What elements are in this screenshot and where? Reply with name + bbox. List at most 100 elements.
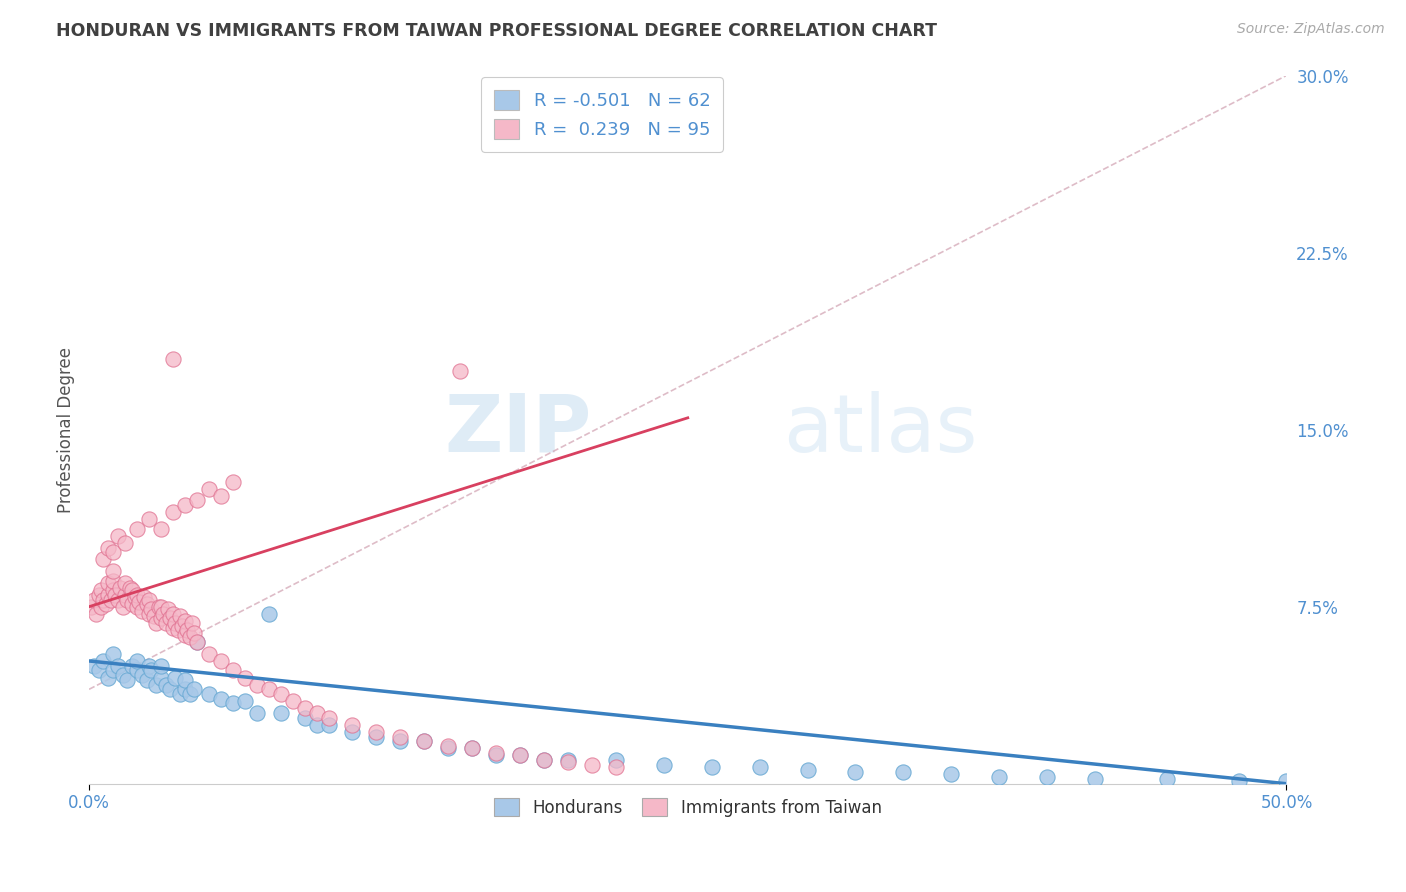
Point — [97, 576, 120, 591]
Point — [125, 599, 148, 614]
Point — [149, 671, 172, 685]
Point — [155, 677, 177, 691]
Point — [533, 753, 555, 767]
Point — [748, 760, 770, 774]
Point — [87, 588, 110, 602]
Point — [149, 611, 172, 625]
Point — [121, 658, 143, 673]
Point — [209, 489, 232, 503]
Point — [533, 753, 555, 767]
Point — [222, 664, 245, 678]
Point — [796, 763, 818, 777]
Point — [270, 687, 292, 701]
Point — [173, 614, 195, 628]
Point — [138, 607, 160, 621]
Point — [101, 583, 124, 598]
Point — [162, 505, 184, 519]
Point — [209, 654, 232, 668]
Point — [142, 609, 165, 624]
Point — [125, 522, 148, 536]
Point — [90, 583, 112, 598]
Point — [173, 682, 195, 697]
Point — [186, 635, 208, 649]
Point — [246, 706, 269, 720]
Point — [485, 748, 508, 763]
Point — [101, 574, 124, 588]
Point — [125, 588, 148, 602]
Point — [159, 611, 181, 625]
Point — [941, 767, 963, 781]
Point — [179, 631, 201, 645]
Point — [176, 624, 198, 638]
Point — [162, 351, 184, 366]
Point — [149, 658, 172, 673]
Point — [449, 363, 471, 377]
Point — [557, 753, 579, 767]
Point — [141, 602, 163, 616]
Point — [97, 671, 120, 685]
Point — [437, 739, 460, 753]
Point — [165, 616, 187, 631]
Point — [166, 624, 188, 638]
Point — [101, 664, 124, 678]
Point — [124, 591, 146, 605]
Point — [186, 635, 208, 649]
Point — [198, 647, 221, 661]
Point — [149, 599, 172, 614]
Point — [162, 621, 184, 635]
Point — [152, 607, 174, 621]
Point — [246, 677, 269, 691]
Point — [1036, 770, 1059, 784]
Point — [169, 687, 191, 701]
Point — [413, 734, 436, 748]
Point — [138, 658, 160, 673]
Point — [172, 618, 194, 632]
Point — [366, 724, 388, 739]
Point — [94, 597, 117, 611]
Point — [222, 475, 245, 489]
Point — [145, 616, 167, 631]
Point — [101, 564, 124, 578]
Point — [97, 541, 120, 555]
Point — [318, 711, 340, 725]
Point — [128, 595, 150, 609]
Point — [1156, 772, 1178, 786]
Point — [121, 583, 143, 598]
Point — [342, 717, 364, 731]
Point — [281, 694, 304, 708]
Point — [83, 592, 105, 607]
Point — [162, 607, 184, 621]
Text: HONDURAN VS IMMIGRANTS FROM TAIWAN PROFESSIONAL DEGREE CORRELATION CHART: HONDURAN VS IMMIGRANTS FROM TAIWAN PROFE… — [56, 22, 938, 40]
Point — [173, 498, 195, 512]
Point — [461, 741, 484, 756]
Point — [93, 654, 115, 668]
Point — [125, 654, 148, 668]
Point — [114, 588, 136, 602]
Point — [233, 694, 256, 708]
Point — [121, 597, 143, 611]
Point — [294, 711, 316, 725]
Point — [117, 592, 139, 607]
Point — [366, 730, 388, 744]
Point — [209, 691, 232, 706]
Point — [186, 493, 208, 508]
Point — [107, 529, 129, 543]
Y-axis label: Professional Degree: Professional Degree — [58, 347, 75, 513]
Point — [114, 576, 136, 591]
Point — [318, 717, 340, 731]
Point — [605, 753, 627, 767]
Point — [652, 757, 675, 772]
Point — [155, 616, 177, 631]
Point — [270, 706, 292, 720]
Point — [138, 592, 160, 607]
Point — [389, 734, 412, 748]
Point — [157, 602, 180, 616]
Point — [134, 591, 156, 605]
Point — [988, 770, 1011, 784]
Point — [700, 760, 723, 774]
Point — [305, 706, 328, 720]
Point — [461, 741, 484, 756]
Point — [233, 671, 256, 685]
Point — [111, 599, 134, 614]
Point — [90, 599, 112, 614]
